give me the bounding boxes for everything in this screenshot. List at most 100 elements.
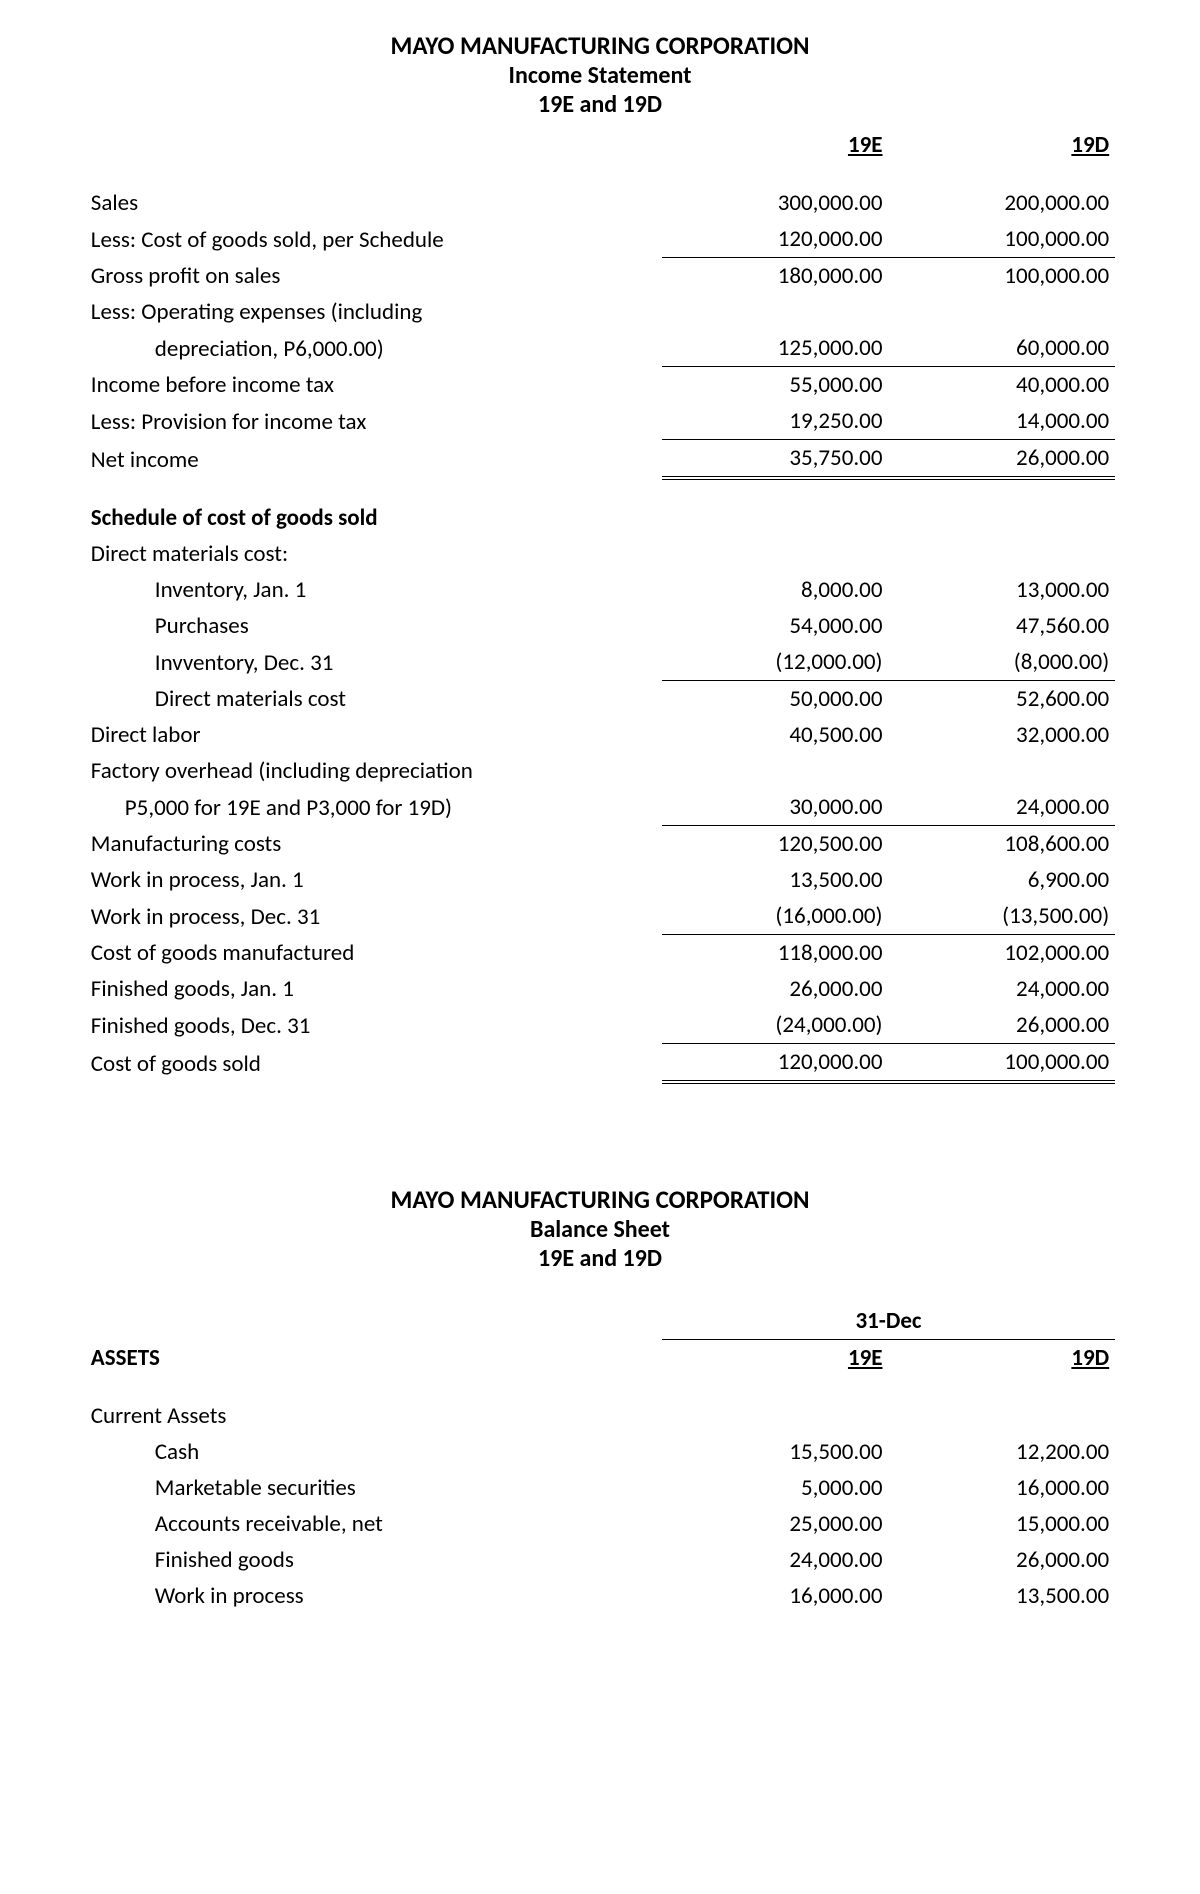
label: Cost of goods sold [85,1044,662,1083]
label: Less: Operating expenses (including [85,294,662,330]
income-title-block: MAYO MANUFACTURING CORPORATION Income St… [40,30,1160,119]
value-19d: 52,600.00 [889,681,1116,718]
row-foh-1: Factory overhead (including depreciation [85,753,1115,789]
schedule-title-row: Schedule of cost of goods sold [85,500,1115,536]
value-19e: 55,000.00 [662,367,889,404]
value-19d: 12,200.00 [889,1434,1116,1470]
balance-period: 19E and 19D [40,1244,1160,1273]
value-19d: 32,000.00 [889,717,1116,753]
value-19d: 100,000.00 [889,1044,1116,1083]
label: Gross profit on sales [85,258,662,295]
schedule-title: Schedule of cost of goods sold [85,500,662,536]
value-19e: (16,000.00) [662,898,889,935]
value-19d: 26,000.00 [889,1007,1116,1044]
row-cogs-less: Less: Cost of goods sold, per Schedule 1… [85,221,1115,258]
label: Current Assets [85,1398,662,1434]
value-19d: 24,000.00 [889,789,1116,826]
row-current-assets-header: Current Assets [85,1398,1115,1434]
col-header-19e: 19E [662,1340,889,1377]
label: Cash [85,1434,662,1470]
row-fg-jan1: Finished goods, Jan. 1 26,000.00 24,000.… [85,971,1115,1007]
statement-title: Income Statement [40,61,1160,90]
label: Work in process [85,1578,662,1614]
row-inv-jan1: Inventory, Jan. 1 8,000.00 13,000.00 [85,572,1115,608]
balance-sheet-table: 31-Dec ASSETS 19E 19D Current Assets Cas… [85,1303,1115,1614]
value-19e: 120,000.00 [662,1044,889,1083]
value-19e: 120,000.00 [662,221,889,258]
value-19e: 300,000.00 [662,185,889,221]
row-work-in-process: Work in process 16,000.00 13,500.00 [85,1578,1115,1614]
value-19d: 24,000.00 [889,971,1116,1007]
date-header-row: 31-Dec [85,1303,1115,1340]
label: Factory overhead (including depreciation [85,753,662,789]
label: Inventory, Jan. 1 [85,572,662,608]
row-dm-header: Direct materials cost: [85,536,1115,572]
label: P5,000 for 19E and P3,000 for 19D) [85,789,662,826]
value-19d: 14,000.00 [889,403,1116,440]
value-19d: 47,560.00 [889,608,1116,644]
row-dm-cost: Direct materials cost 50,000.00 52,600.0… [85,681,1115,718]
label: Work in process, Jan. 1 [85,862,662,898]
value-19e: 35,750.00 [662,440,889,479]
label: Less: Cost of goods sold, per Schedule [85,221,662,258]
row-cogm: Cost of goods manufactured 118,000.00 10… [85,935,1115,972]
value-19d: 108,600.00 [889,826,1116,863]
label: Work in process, Dec. 31 [85,898,662,935]
label: Direct materials cost: [85,536,662,572]
balance-title-block: MAYO MANUFACTURING CORPORATION Balance S… [40,1184,1160,1273]
value-19e: 40,500.00 [662,717,889,753]
company-name: MAYO MANUFACTURING CORPORATION [40,30,1160,61]
row-wip-dec31: Work in process, Dec. 31 (16,000.00) (13… [85,898,1115,935]
row-direct-labor: Direct labor 40,500.00 32,000.00 [85,717,1115,753]
row-foh-2: P5,000 for 19E and P3,000 for 19D) 30,00… [85,789,1115,826]
row-sales: Sales 300,000.00 200,000.00 [85,185,1115,221]
label: Marketable securities [85,1470,662,1506]
row-finished-goods: Finished goods 24,000.00 26,000.00 [85,1542,1115,1578]
value-19e: 15,500.00 [662,1434,889,1470]
value-19e: 180,000.00 [662,258,889,295]
row-tax-provision: Less: Provision for income tax 19,250.00… [85,403,1115,440]
value-19e: 19,250.00 [662,403,889,440]
value-19d: 100,000.00 [889,221,1116,258]
assets-header: ASSETS [85,1340,662,1377]
column-header-row: 19E 19D [85,127,1115,163]
value-19d: 60,000.00 [889,330,1116,367]
row-mfg-costs: Manufacturing costs 120,500.00 108,600.0… [85,826,1115,863]
value-19d: (8,000.00) [889,644,1116,681]
value-19d: 13,000.00 [889,572,1116,608]
value-19e: 125,000.00 [662,330,889,367]
value-19d: 40,000.00 [889,367,1116,404]
row-inv-dec31: Invventory, Dec. 31 (12,000.00) (8,000.0… [85,644,1115,681]
value-19e: (24,000.00) [662,1007,889,1044]
row-accounts-receivable: Accounts receivable, net 25,000.00 15,00… [85,1506,1115,1542]
label: Direct labor [85,717,662,753]
date-header: 31-Dec [662,1303,1115,1340]
value-19e: 5,000.00 [662,1470,889,1506]
row-cash: Cash 15,500.00 12,200.00 [85,1434,1115,1470]
label: Less: Provision for income tax [85,403,662,440]
value-19d: 6,900.00 [889,862,1116,898]
label: Purchases [85,608,662,644]
value-19e: 8,000.00 [662,572,889,608]
value-19d: 15,000.00 [889,1506,1116,1542]
value-19e: 54,000.00 [662,608,889,644]
value-19e: 50,000.00 [662,681,889,718]
value-19e: 16,000.00 [662,1578,889,1614]
col-header-19d: 19D [889,127,1116,163]
row-marketable-securities: Marketable securities 5,000.00 16,000.00 [85,1470,1115,1506]
value-19e: 118,000.00 [662,935,889,972]
label: Manufacturing costs [85,826,662,863]
label: Finished goods, Jan. 1 [85,971,662,1007]
value-19e: 26,000.00 [662,971,889,1007]
col-header-19e: 19E [662,127,889,163]
label: Cost of goods manufactured [85,935,662,972]
income-statement-table: 19E 19D Sales 300,000.00 200,000.00 Less… [85,127,1115,1084]
label: Net income [85,440,662,479]
value-19d: 100,000.00 [889,258,1116,295]
value-19e: (12,000.00) [662,644,889,681]
row-cogs: Cost of goods sold 120,000.00 100,000.00 [85,1044,1115,1083]
label: Sales [85,185,662,221]
label: Income before income tax [85,367,662,404]
row-opex-2: depreciation, P6,000.00) 125,000.00 60,0… [85,330,1115,367]
value-19e: 24,000.00 [662,1542,889,1578]
